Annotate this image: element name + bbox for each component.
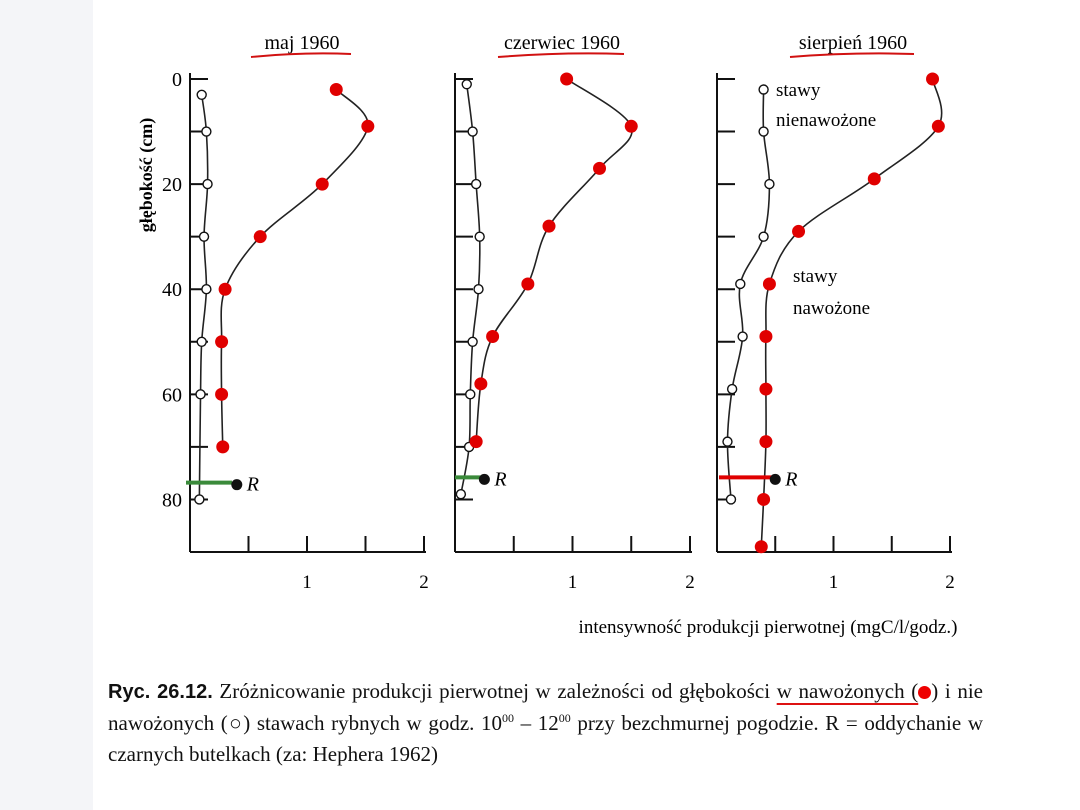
data-point-open (467, 336, 478, 347)
data-point-open (196, 89, 207, 100)
data-point-open (194, 494, 205, 505)
data-point-filled (624, 119, 638, 133)
data-point-filled (759, 435, 773, 449)
data-point-filled (759, 330, 773, 344)
data-point-filled (754, 540, 768, 554)
caption-text-4: przy bezchmurnej pogodzie. R = oddychani… (108, 711, 984, 766)
data-point-open (470, 178, 482, 190)
series-line-fertilized (220, 88, 369, 447)
series-line-fertilized (475, 78, 633, 442)
left-margin-bar (0, 0, 93, 810)
data-point-filled (931, 119, 945, 133)
data-point-open (758, 126, 769, 137)
caption-sup-1: 00 (502, 711, 515, 725)
panel-title: maj 1960 (265, 32, 340, 54)
data-point-open (455, 488, 467, 500)
annotation-stawy-2: stawy (793, 266, 838, 287)
data-point-filled (486, 330, 500, 344)
data-point-filled (926, 72, 940, 86)
data-point-open (764, 178, 775, 190)
title-underline (250, 52, 352, 58)
respiration-label: R (493, 468, 506, 490)
data-point-filled (361, 119, 375, 133)
data-point-filled (762, 277, 776, 291)
data-point-filled (215, 335, 229, 349)
data-point-filled (593, 161, 607, 175)
caption-label: Ryc. 26.12. (108, 681, 213, 703)
data-point-open (725, 494, 737, 505)
data-point-open (201, 126, 212, 137)
chart-panel-2: 1 2 czerwiec 1960 R (454, 32, 695, 593)
x-tick-label: 2 (945, 572, 955, 593)
y-tick-label: 0 (172, 69, 182, 91)
data-point-open (461, 79, 472, 90)
data-point-filled (474, 377, 488, 391)
panel-title: czerwiec 1960 (504, 32, 620, 54)
respiration-label: R (784, 468, 797, 490)
data-point-open (758, 231, 769, 242)
series-line-fertilized (760, 78, 943, 547)
data-point-filled (469, 435, 483, 449)
data-point-open (474, 231, 485, 242)
y-tick-label: 80 (162, 489, 182, 511)
data-point-filled (329, 83, 343, 97)
data-point-filled (867, 172, 881, 186)
data-point-filled (215, 387, 229, 401)
data-point-open (722, 436, 733, 447)
annotation-stawy-1: stawy (776, 80, 821, 101)
x-tick-label: 1 (829, 572, 839, 593)
data-point-filled (542, 219, 556, 233)
x-tick-label: 2 (419, 572, 429, 593)
data-point-open (726, 383, 738, 395)
caption-text-1: Zróżnicowanie produkcji pierwotnej w zal… (212, 679, 777, 703)
panel-title: sierpień 1960 (799, 32, 907, 54)
y-axis-label: głębokość (cm) (136, 118, 157, 232)
data-point-open (196, 336, 207, 347)
respiration-point (478, 473, 490, 485)
data-point-open (195, 389, 206, 400)
x-axis-label: intensywność produkcji pierwotnej (mgC/l… (579, 617, 958, 638)
y-tick-label: 60 (162, 384, 182, 406)
chart-panel-1: 0 20 40 60 80 1 2 maj 1960 R (162, 32, 429, 593)
primary-production-chart: 0 20 40 60 80 1 2 maj 1960 R 1 2 czerwiec 1960 R 1 2 si… (136, 32, 958, 638)
caption-sup-2: 00 (558, 711, 571, 725)
data-point-filled (521, 277, 535, 291)
data-point-filled (253, 230, 267, 244)
data-point-filled (216, 440, 230, 454)
annotation-nawozone: nawożone (793, 298, 870, 319)
data-point-open (473, 284, 484, 295)
x-tick-label: 2 (685, 572, 695, 593)
data-point-filled (757, 492, 771, 506)
data-point-open (465, 389, 476, 400)
data-point-open (758, 84, 769, 95)
filled-circle-icon (918, 686, 932, 699)
title-underline (497, 52, 625, 58)
respiration-label: R (246, 474, 259, 496)
annotation-nienawozone: nienawożone (776, 110, 876, 131)
data-point-filled (315, 177, 329, 191)
chart-panel-3: 1 2 sierpień 1960 R (716, 32, 955, 593)
data-point-open (198, 231, 210, 242)
caption-text-3: – 12 (514, 711, 559, 735)
caption-text-2: ) i nie nawożonych (○) stawach rybnych w… (108, 679, 983, 735)
data-point-filled (759, 382, 773, 396)
data-point-open (202, 178, 213, 190)
x-tick-label: 1 (568, 572, 578, 593)
data-point-filled (792, 224, 806, 238)
caption-highlight: w nawożonych ( (776, 679, 919, 703)
series-line-unfertilized (198, 94, 209, 500)
data-point-filled (218, 282, 232, 296)
data-point-open (737, 331, 748, 342)
data-point-open (735, 278, 746, 290)
y-tick-label: 20 (162, 174, 182, 196)
data-point-filled (560, 72, 574, 86)
respiration-point (231, 479, 243, 491)
x-tick-label: 1 (302, 572, 312, 593)
y-tick-label: 40 (162, 279, 182, 301)
figure-caption: Ryc. 26.12. Zróżnicowanie produkcji pier… (108, 676, 983, 770)
title-underline (789, 52, 915, 58)
data-point-open (467, 126, 478, 137)
respiration-point (769, 473, 781, 485)
data-point-open (201, 284, 212, 295)
